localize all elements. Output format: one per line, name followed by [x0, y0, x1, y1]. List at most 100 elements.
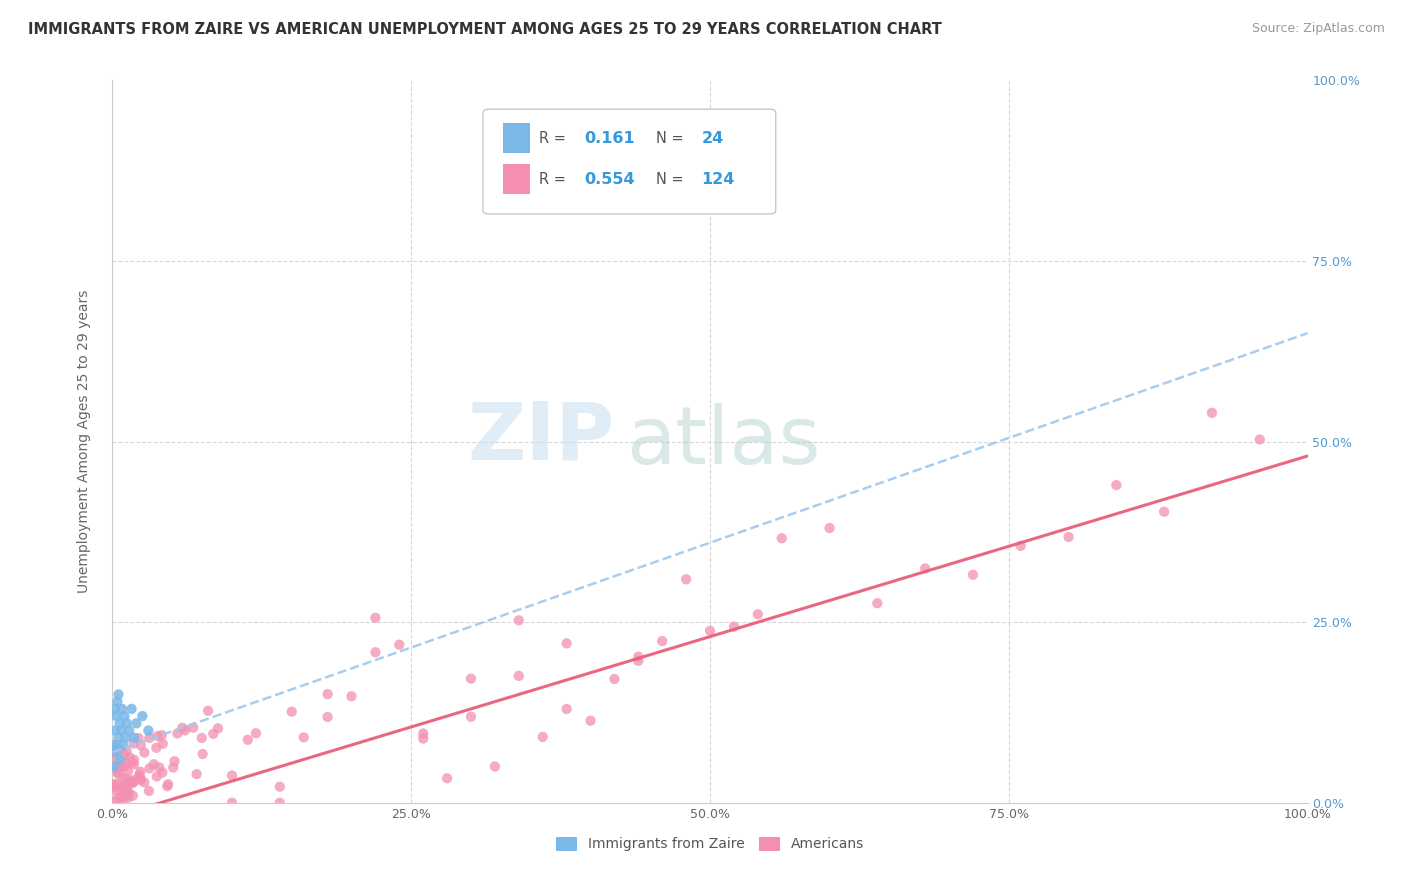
Point — [112, 783, 135, 797]
Point — [436, 771, 458, 785]
Point — [125, 716, 148, 731]
Point — [508, 613, 530, 627]
Point — [110, 760, 132, 774]
Point — [142, 757, 165, 772]
Point — [121, 776, 143, 790]
Point — [107, 790, 129, 805]
Point — [627, 649, 650, 664]
Point — [221, 796, 243, 810]
Point — [111, 790, 134, 805]
Point — [129, 764, 152, 779]
Point — [103, 760, 125, 774]
Point — [172, 721, 194, 735]
Point — [1153, 505, 1175, 519]
Point — [121, 773, 143, 788]
Point — [107, 762, 129, 776]
Point — [138, 761, 160, 775]
Point — [122, 737, 145, 751]
Point — [122, 757, 145, 772]
Point — [221, 768, 243, 782]
Point — [114, 787, 136, 801]
Point — [699, 624, 721, 638]
Bar — [503, 164, 530, 194]
Point — [114, 709, 135, 723]
Point — [118, 723, 141, 738]
Point — [103, 780, 125, 794]
Point — [104, 780, 127, 794]
Point — [107, 759, 129, 773]
Point — [112, 738, 135, 752]
Point — [245, 726, 267, 740]
Point — [163, 754, 186, 768]
Text: 24: 24 — [702, 130, 724, 145]
Point — [236, 732, 259, 747]
Legend: Immigrants from Zaire, Americans: Immigrants from Zaire, Americans — [551, 831, 869, 857]
Text: 0.161: 0.161 — [585, 130, 636, 145]
Point — [112, 791, 135, 805]
Point — [115, 716, 138, 731]
Point — [281, 705, 304, 719]
Point — [127, 772, 149, 786]
Point — [202, 727, 225, 741]
Point — [269, 796, 291, 810]
Point — [675, 572, 697, 586]
Point — [150, 728, 173, 742]
Point — [340, 690, 363, 704]
Point — [156, 779, 179, 793]
Point — [112, 779, 135, 793]
Point — [269, 780, 291, 794]
Point — [120, 774, 142, 789]
Point — [207, 722, 229, 736]
Point — [1105, 478, 1128, 492]
Point — [108, 790, 131, 805]
Point — [508, 669, 530, 683]
Point — [292, 731, 315, 745]
Point — [174, 723, 197, 738]
Point — [111, 771, 134, 785]
Point — [186, 767, 208, 781]
Point — [129, 773, 152, 788]
Point — [138, 731, 160, 745]
Point — [105, 738, 128, 752]
Point — [962, 567, 984, 582]
Point — [388, 638, 411, 652]
Point — [134, 775, 156, 789]
Point — [412, 731, 434, 746]
Point — [747, 607, 769, 622]
Point — [108, 716, 131, 731]
Bar — [503, 123, 530, 153]
Point — [105, 709, 128, 723]
Point — [555, 636, 578, 650]
Point — [603, 672, 626, 686]
Point — [112, 759, 135, 773]
Point — [118, 786, 141, 800]
Point — [190, 731, 212, 745]
Point — [103, 777, 125, 791]
Point — [117, 764, 139, 778]
Point — [115, 756, 138, 771]
Point — [181, 721, 204, 735]
Point — [114, 731, 136, 745]
Text: ZIP: ZIP — [467, 399, 614, 477]
Point — [1249, 433, 1271, 447]
Text: atlas: atlas — [627, 402, 821, 481]
Point — [914, 561, 936, 575]
Point — [112, 784, 135, 798]
Point — [118, 790, 141, 805]
Point — [115, 744, 138, 758]
Point — [107, 765, 129, 780]
Point — [146, 729, 169, 743]
Point — [115, 781, 138, 796]
Point — [121, 756, 143, 770]
Text: Source: ZipAtlas.com: Source: ZipAtlas.com — [1251, 22, 1385, 36]
Point — [105, 776, 128, 790]
Point — [723, 620, 745, 634]
Point — [114, 788, 136, 802]
Point — [162, 760, 184, 774]
Point — [364, 645, 387, 659]
Point — [579, 714, 602, 728]
Point — [104, 782, 127, 797]
Point — [460, 672, 482, 686]
Point — [866, 596, 889, 610]
Point — [152, 737, 174, 751]
